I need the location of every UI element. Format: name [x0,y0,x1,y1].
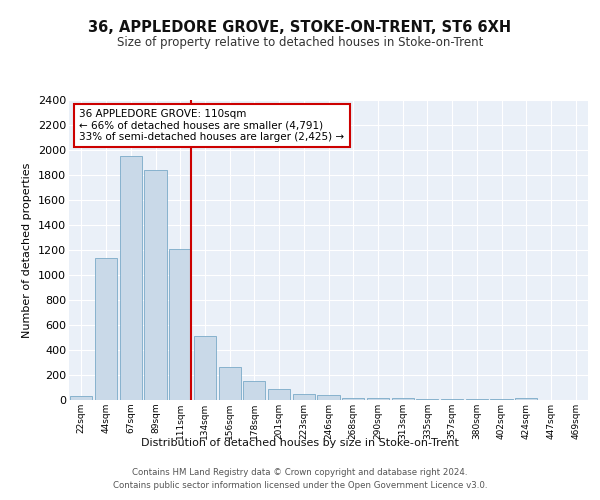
Text: Size of property relative to detached houses in Stoke-on-Trent: Size of property relative to detached ho… [117,36,483,49]
Bar [515,398,538,400]
Bar [95,258,117,400]
Bar [243,380,265,400]
Bar [293,394,315,400]
Bar [145,170,167,400]
Bar [416,398,439,400]
Bar [342,398,364,400]
Bar [392,398,414,400]
Text: Contains public sector information licensed under the Open Government Licence v3: Contains public sector information licen… [113,482,487,490]
Bar [317,395,340,400]
Text: 36 APPLEDORE GROVE: 110sqm
← 66% of detached houses are smaller (4,791)
33% of s: 36 APPLEDORE GROVE: 110sqm ← 66% of deta… [79,109,344,142]
Bar [169,248,191,400]
Bar [218,367,241,400]
Text: Distribution of detached houses by size in Stoke-on-Trent: Distribution of detached houses by size … [141,438,459,448]
Bar [268,390,290,400]
Bar [119,156,142,400]
Text: 36, APPLEDORE GROVE, STOKE-ON-TRENT, ST6 6XH: 36, APPLEDORE GROVE, STOKE-ON-TRENT, ST6… [88,20,512,35]
Bar [194,336,216,400]
Bar [441,399,463,400]
Y-axis label: Number of detached properties: Number of detached properties [22,162,32,338]
Bar [70,396,92,400]
Text: Contains HM Land Registry data © Crown copyright and database right 2024.: Contains HM Land Registry data © Crown c… [132,468,468,477]
Bar [367,398,389,400]
